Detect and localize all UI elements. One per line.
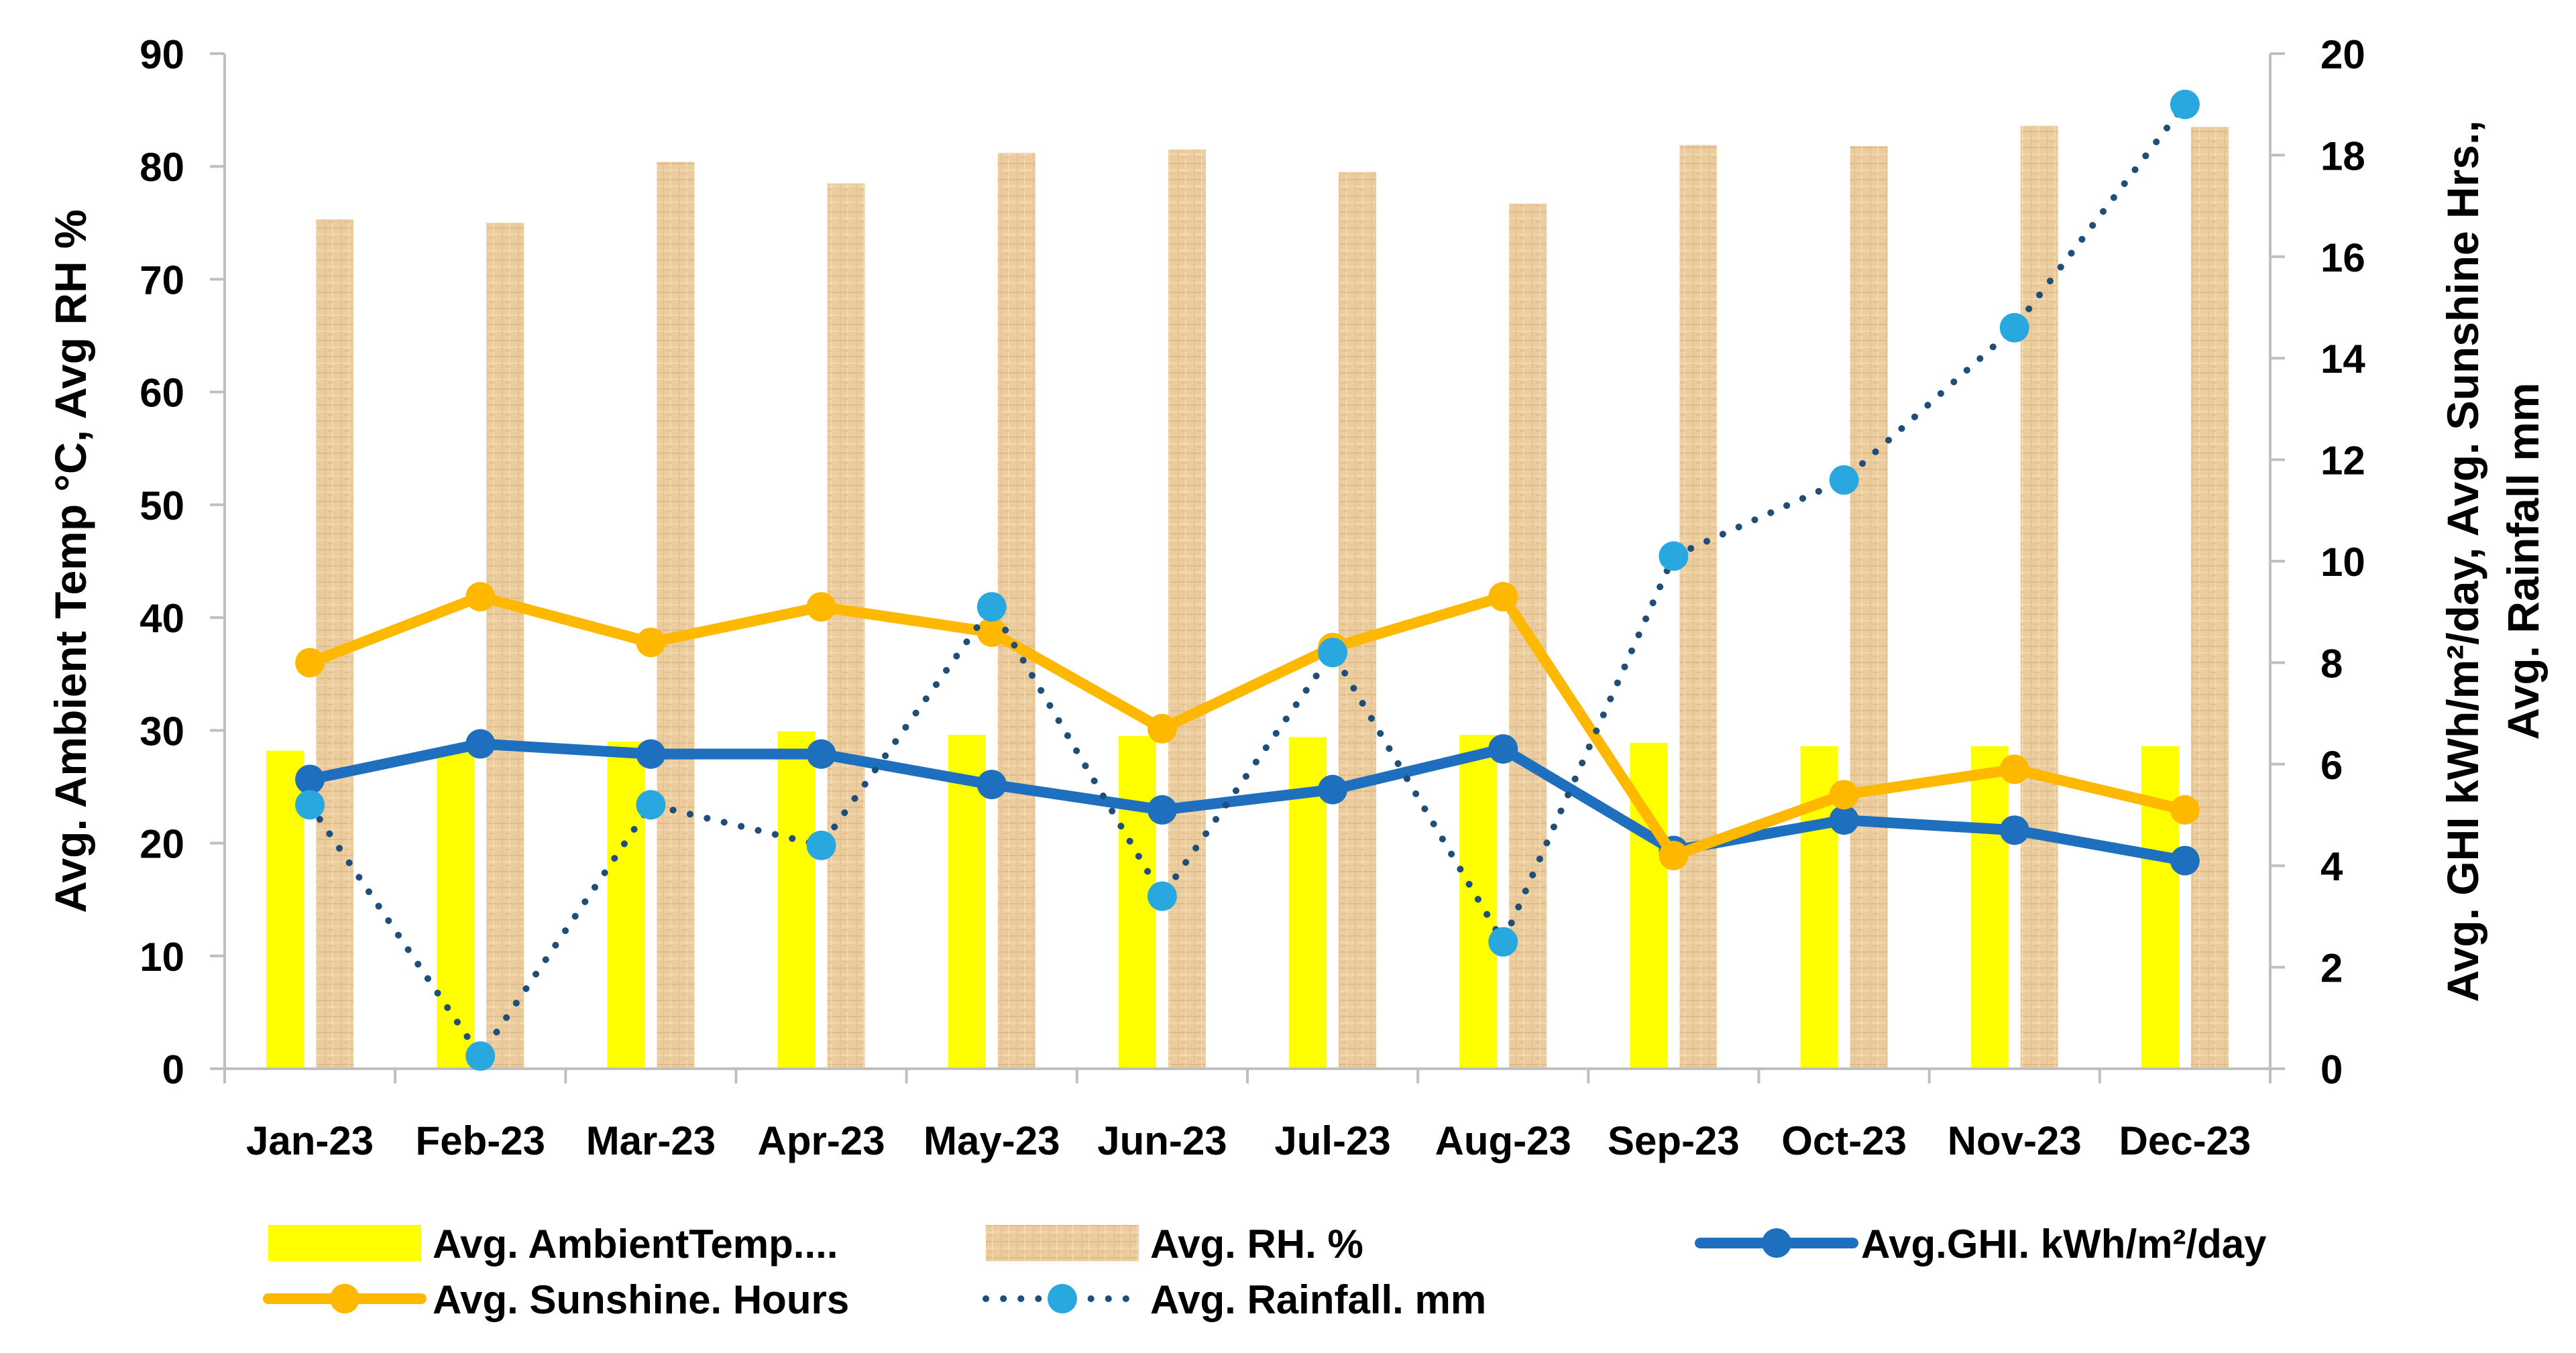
x-tick-label: Dec-23 [2119,1118,2251,1163]
marker-rainfall-nov-23[interactable] [1999,312,2029,343]
line-sunshine[interactable] [304,591,2190,862]
legend-0-label: Avg. AmbientTemp.... [433,1222,838,1267]
marker-sunshine-apr-23[interactable] [806,592,836,622]
bar-rh-sep-23[interactable] [1679,145,1718,1069]
marker-sunshine-jan-23[interactable] [295,648,325,678]
bar-rh-jul-23[interactable] [1339,172,1377,1069]
marker-sunshine-sep-23[interactable] [1659,841,1689,871]
y-right-tick-label: 14 [2320,337,2365,381]
y-right-tick-label: 16 [2320,235,2365,280]
bar-rh-apr-23[interactable] [827,183,865,1069]
y-axis-right-title-line1: Avg. GHI kWh/m²/day, Avg. Sunshine Hrs., [2438,120,2487,1002]
y-right-tick-label: 2 [2320,946,2343,991]
bar-rh-nov-23[interactable] [2020,125,2058,1069]
marker-rainfall-dec-23[interactable] [2170,89,2200,119]
y-left-tick-label: 80 [139,145,184,190]
marker-rainfall-jun-23[interactable] [1147,881,1177,911]
marker-sunshine-dec-23[interactable] [2170,795,2200,825]
y-left-tick-label: 10 [139,935,184,980]
x-tick-label: Feb-23 [416,1118,545,1163]
marker-ghi-oct-23[interactable] [1829,805,1859,835]
bar-rh-jun-23[interactable] [1168,149,1206,1069]
marker-ghi-feb-23[interactable] [465,729,496,759]
marker-ghi-dec-23[interactable] [2170,845,2200,876]
marker-rainfall-feb-23[interactable] [465,1041,496,1071]
bar-ambient-temp-apr-23[interactable] [777,731,816,1069]
line-rainfall[interactable] [306,101,2188,1060]
marker-sunshine-nov-23[interactable] [1999,754,2029,784]
y-left-tick-label: 30 [139,709,184,754]
y-left-tick-label: 60 [139,371,184,416]
y-right-tick-label: 0 [2320,1047,2343,1092]
y-left-tick-label: 0 [162,1047,184,1092]
marker-ghi-jun-23[interactable] [1147,795,1177,825]
x-tick-label: May-23 [923,1118,1060,1163]
x-tick-label: Oct-23 [1781,1118,1907,1163]
x-tick-label: Jan-23 [246,1118,374,1163]
marker-rainfall-jan-23[interactable] [295,790,325,820]
x-tick-label: Jun-23 [1097,1118,1227,1163]
y-right-tick-label: 20 [2320,32,2365,77]
y-left-tick-label: 50 [139,483,184,528]
x-tick-label: Nov-23 [1948,1118,2082,1163]
bar-ambient-temp-mar-23[interactable] [607,742,645,1069]
y-left-tick-label: 70 [139,257,184,302]
legend-3-label: Avg. Sunshine. Hours [433,1277,849,1322]
bar-ambient-temp-dec-23[interactable] [2141,746,2179,1069]
legend-0-swatch[interactable] [268,1225,421,1261]
x-tick-label: Sep-23 [1608,1118,1740,1163]
legend-2-marker [1762,1228,1791,1258]
y-left-tick-label: 40 [139,596,184,641]
marker-rainfall-oct-23[interactable] [1829,465,1859,495]
marker-sunshine-may-23[interactable] [976,617,1007,647]
marker-rainfall-sep-23[interactable] [1659,541,1689,571]
legend-4-marker [1048,1284,1077,1313]
y-right-tick-label: 12 [2320,438,2365,483]
marker-rainfall-aug-23[interactable] [1488,927,1518,957]
marker-ghi-nov-23[interactable] [1999,815,2029,845]
y-right-tick-label: 8 [2320,641,2343,686]
marker-ghi-mar-23[interactable] [636,739,666,769]
x-tick-label: Mar-23 [586,1118,716,1163]
y-right-tick-label: 4 [2320,844,2343,889]
y-axis-left-title: Avg. Ambient Temp °C, Avg RH % [46,209,95,913]
bar-rh-oct-23[interactable] [1850,145,1888,1069]
y-left-tick-label: 20 [139,822,184,867]
y-right-tick-label: 18 [2320,133,2365,178]
marker-ghi-jul-23[interactable] [1318,774,1348,805]
line-ghi[interactable] [304,738,2190,866]
marker-ghi-apr-23[interactable] [806,739,836,769]
y-axis-right-title-line2: Avg. Rainfall mm [2498,383,2548,740]
x-tick-label: Apr-23 [758,1118,885,1163]
marker-ghi-jan-23[interactable] [295,764,325,795]
bar-ambient-temp-feb-23[interactable] [437,747,475,1069]
legend-3-marker [330,1284,359,1313]
marker-ghi-may-23[interactable] [976,770,1007,800]
y-right-tick-label: 6 [2320,743,2343,788]
marker-rainfall-mar-23[interactable] [636,790,666,820]
x-tick-label: Aug-23 [1435,1118,1571,1163]
bar-rh-dec-23[interactable] [2190,127,2229,1069]
marker-rainfall-apr-23[interactable] [806,830,836,860]
marker-sunshine-oct-23[interactable] [1829,780,1859,810]
x-tick-label: Jul-23 [1274,1118,1390,1163]
marker-sunshine-feb-23[interactable] [465,581,496,611]
legend-1-label: Avg. RH. % [1150,1222,1363,1267]
bar-rh-feb-23[interactable] [486,223,524,1069]
marker-rainfall-jul-23[interactable] [1318,638,1348,668]
y-left-tick-label: 90 [139,32,184,77]
marker-sunshine-jun-23[interactable] [1147,713,1177,744]
legend-2-label: Avg.GHI. kWh/m²/day [1861,1222,2267,1267]
legend-4-label: Avg. Rainfall. mm [1150,1277,1486,1322]
bar-ambient-temp-nov-23[interactable] [1970,746,2009,1069]
y-right-tick-label: 10 [2320,540,2365,585]
marker-rainfall-may-23[interactable] [976,592,1007,622]
marker-sunshine-aug-23[interactable] [1488,581,1518,611]
marker-ghi-aug-23[interactable] [1488,734,1518,764]
legend-1-swatch[interactable] [986,1225,1139,1261]
marker-sunshine-mar-23[interactable] [636,628,666,658]
bar-rh-mar-23[interactable] [657,162,695,1069]
